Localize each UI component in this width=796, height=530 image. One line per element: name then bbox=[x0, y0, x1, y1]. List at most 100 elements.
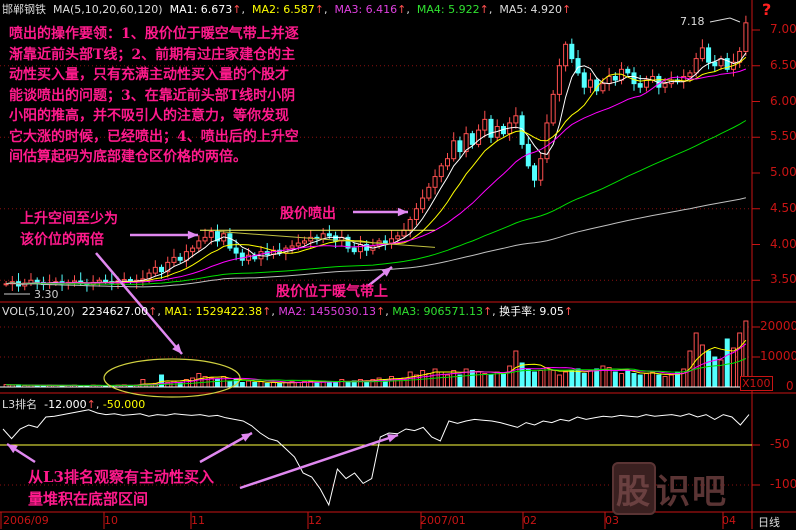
burst-annotation: 股价喷出 bbox=[280, 206, 336, 222]
volume-tick-label: 0 bbox=[786, 379, 794, 393]
volume-bar bbox=[712, 356, 718, 388]
price-tick-label: 6.50 bbox=[770, 57, 796, 72]
volume-bar bbox=[550, 370, 556, 388]
candle-body bbox=[413, 208, 419, 220]
vol-ma2: MA2: 1455030.13 bbox=[278, 305, 377, 318]
candle-body bbox=[662, 83, 668, 88]
price-tick-label: 4.00 bbox=[770, 236, 796, 251]
candle-body bbox=[743, 22, 749, 52]
up-arrow-icon: ↑ bbox=[232, 3, 242, 16]
candle-body bbox=[625, 68, 631, 74]
volume-header: VOL(5,10,20) 2234627.00↑, MA1: 1529422.3… bbox=[2, 305, 574, 318]
up-arrow-icon: ↑ bbox=[314, 3, 324, 16]
arrow-head-icon bbox=[397, 207, 408, 217]
candle-body bbox=[289, 245, 295, 249]
volume-bar bbox=[295, 382, 301, 388]
volume-bar bbox=[569, 370, 575, 388]
candle-body bbox=[575, 58, 581, 74]
candle-body bbox=[482, 118, 488, 131]
candle-body bbox=[227, 233, 233, 249]
volume-bar bbox=[140, 379, 146, 388]
volume-ma20-line bbox=[6, 358, 747, 386]
candle-body bbox=[612, 75, 618, 81]
date-label: 10 bbox=[104, 514, 118, 527]
period-label[interactable]: 日线 bbox=[758, 516, 780, 529]
candle-body bbox=[171, 256, 177, 263]
candle-body bbox=[395, 235, 401, 240]
candle-body bbox=[208, 231, 214, 238]
candle-body bbox=[600, 83, 606, 92]
vol-value: 2234627.00 bbox=[81, 305, 149, 318]
ma20-line bbox=[6, 68, 747, 285]
candle-body bbox=[444, 158, 450, 167]
volume-bar bbox=[556, 374, 562, 388]
candle-body bbox=[196, 240, 202, 249]
highlight-ellipse bbox=[103, 358, 241, 398]
candle-body bbox=[693, 58, 699, 74]
volume-bar bbox=[587, 370, 593, 388]
volume-bar bbox=[662, 376, 668, 388]
candle-body bbox=[389, 238, 395, 244]
l3-label: L3排名 bbox=[2, 398, 38, 411]
candle-body bbox=[214, 231, 220, 242]
ma3-value: MA3: 6.416 bbox=[334, 3, 398, 16]
candle-body bbox=[165, 261, 171, 273]
volume-bar bbox=[239, 382, 245, 388]
candle-body bbox=[190, 247, 196, 253]
volume-bar bbox=[718, 359, 724, 388]
volume-bar bbox=[532, 371, 538, 388]
l3-reference: -50.000 bbox=[102, 398, 146, 411]
candle-body bbox=[451, 140, 457, 160]
volume-bar bbox=[650, 371, 656, 388]
volume-bar bbox=[581, 373, 587, 388]
candle-body bbox=[476, 129, 482, 145]
candle-body bbox=[103, 279, 109, 283]
date-label: 2007/01 bbox=[420, 514, 466, 527]
candle-body bbox=[737, 50, 743, 63]
candle-body bbox=[463, 133, 469, 153]
up-arrow-icon: ↑ bbox=[479, 3, 489, 16]
candle-body bbox=[308, 236, 314, 242]
arrow-head-icon bbox=[381, 267, 392, 277]
volume-bar bbox=[706, 350, 712, 388]
volume-bar bbox=[699, 344, 705, 388]
annotation-arrow bbox=[239, 433, 399, 490]
volume-bar bbox=[333, 382, 339, 388]
l3-line bbox=[2, 409, 750, 507]
volume-bar bbox=[270, 382, 276, 388]
volume-bar bbox=[668, 374, 674, 388]
candle-body bbox=[532, 165, 538, 181]
candle-body bbox=[202, 236, 208, 242]
candle-body bbox=[420, 197, 426, 210]
volume-bar bbox=[730, 347, 736, 388]
candle-body bbox=[569, 43, 575, 60]
candle-body bbox=[513, 115, 519, 124]
up-arrow-icon: ↑ bbox=[397, 3, 407, 16]
ma1-value: MA1: 6.673 bbox=[169, 3, 233, 16]
candle-body bbox=[302, 240, 308, 244]
rise-space-annotation: 上升空间至少为 该价位的两倍 bbox=[20, 211, 118, 248]
volume-bar bbox=[221, 376, 227, 388]
candle-body bbox=[432, 176, 438, 188]
ma60-line bbox=[6, 120, 747, 285]
help-icon[interactable]: ? bbox=[762, 0, 772, 19]
candle-body bbox=[606, 75, 612, 85]
candle-body bbox=[699, 47, 705, 60]
candle-body bbox=[159, 266, 165, 273]
volume-bar bbox=[488, 374, 494, 388]
volume-bar bbox=[345, 382, 351, 388]
volume-bar bbox=[525, 368, 531, 388]
vol-ma1: MA1: 1529422.38 bbox=[164, 305, 263, 318]
up-arrow-icon: ↑ bbox=[482, 305, 493, 318]
candle-body bbox=[183, 251, 189, 261]
volume-bar bbox=[177, 382, 183, 388]
volume-bar bbox=[314, 382, 320, 388]
candle-body bbox=[407, 218, 413, 231]
date-label: 12 bbox=[308, 514, 322, 527]
price-tick-label: 6.00 bbox=[770, 93, 796, 108]
arrow-head-icon bbox=[187, 230, 198, 240]
up-arrow-icon: ↑ bbox=[563, 305, 574, 318]
volume-bar bbox=[625, 370, 631, 388]
volume-bar bbox=[482, 373, 488, 388]
candle-body bbox=[587, 79, 593, 88]
